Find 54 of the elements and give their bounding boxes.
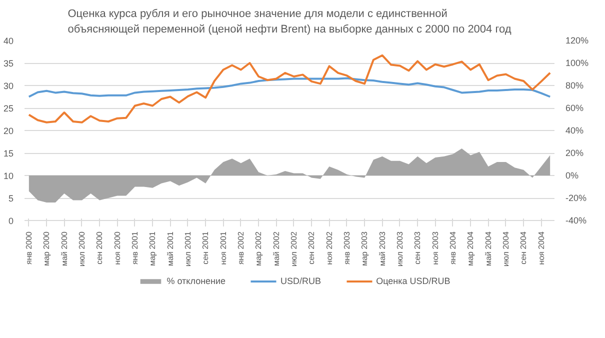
legend-label: Оценка USD/RUB <box>376 276 450 286</box>
y-tick-label: 25 <box>3 104 14 114</box>
x-tick-label: июл 2003 <box>395 230 404 266</box>
y2-tick-label: -40% <box>566 216 587 226</box>
x-tick-label: мар 2000 <box>42 230 52 266</box>
y2-tick-label: 120% <box>566 36 589 46</box>
x-tick-label: май 2003 <box>378 230 387 266</box>
y2-tick-label: -20% <box>566 193 587 203</box>
x-tick-label: июл 2001 <box>183 230 192 266</box>
x-tick-label: мар 2003 <box>360 230 370 266</box>
x-tick-label: сен 2002 <box>307 230 316 264</box>
x-tick-label: янв 2003 <box>342 230 352 265</box>
y-tick-label: 15 <box>3 148 14 158</box>
x-tick-label: янв 2000 <box>24 230 34 265</box>
y-tick-label: 30 <box>3 81 14 91</box>
y2-tick-label: 0% <box>566 170 579 180</box>
y-tick-label: 0 <box>8 216 14 226</box>
x-tick-label: ноя 2003 <box>430 230 440 265</box>
x-tick-label: янв 2004 <box>448 230 458 265</box>
x-tick-label: сен 2001 <box>201 230 210 264</box>
x-tick-label: янв 2002 <box>236 230 246 265</box>
x-tick-label: ноя 2004 <box>536 230 546 265</box>
x-tick-label: июл 2000 <box>77 230 86 266</box>
y-tick-label: 35 <box>3 58 14 68</box>
x-tick-label: май 2001 <box>166 230 175 266</box>
x-tick-label: мар 2004 <box>466 230 476 266</box>
chart-title: Оценка курса рубля и его рыночное значение для модели с единственной объясняющей переменной (ценой нефти Brent) на выборке данных с 2000 по 2004 год <box>68 8 512 36</box>
x-tick-label: мар 2001 <box>148 230 158 266</box>
y-tick-label: 5 <box>8 194 14 204</box>
y2-tick-label: 60% <box>566 103 584 113</box>
y2-tick-label: 40% <box>566 126 584 136</box>
x-tick-label: сен 2004 <box>519 230 528 264</box>
x-tick-label: май 2000 <box>60 230 69 266</box>
y2-tick-label: 100% <box>566 58 589 68</box>
x-tick-label: ноя 2002 <box>324 230 334 265</box>
x-tick-label: май 2004 <box>484 230 493 266</box>
line-series <box>28 54 552 124</box>
x-tick-label: июл 2002 <box>289 230 298 266</box>
x-tick-label: сен 2000 <box>95 230 104 264</box>
y-tick-label: 20 <box>3 126 14 136</box>
y-tick-label: 40 <box>3 36 14 46</box>
y2-tick-label: 20% <box>566 148 584 158</box>
y2-tick-label: 80% <box>566 80 584 90</box>
x-tick-label: ноя 2000 <box>112 230 122 265</box>
x-tick-label: июл 2004 <box>501 230 510 266</box>
x-tick-label: май 2002 <box>272 230 281 266</box>
x-tick-label: ноя 2001 <box>218 230 228 265</box>
x-tick-label: мар 2002 <box>254 230 264 266</box>
y-tick-label: 10 <box>3 171 14 181</box>
x-tick-label: янв 2001 <box>130 230 140 265</box>
x-tick-label: сен 2003 <box>413 230 422 264</box>
legend-label: USD/RUB <box>280 276 322 286</box>
line-series <box>28 77 552 98</box>
legend-label: % отклонение <box>166 276 226 286</box>
